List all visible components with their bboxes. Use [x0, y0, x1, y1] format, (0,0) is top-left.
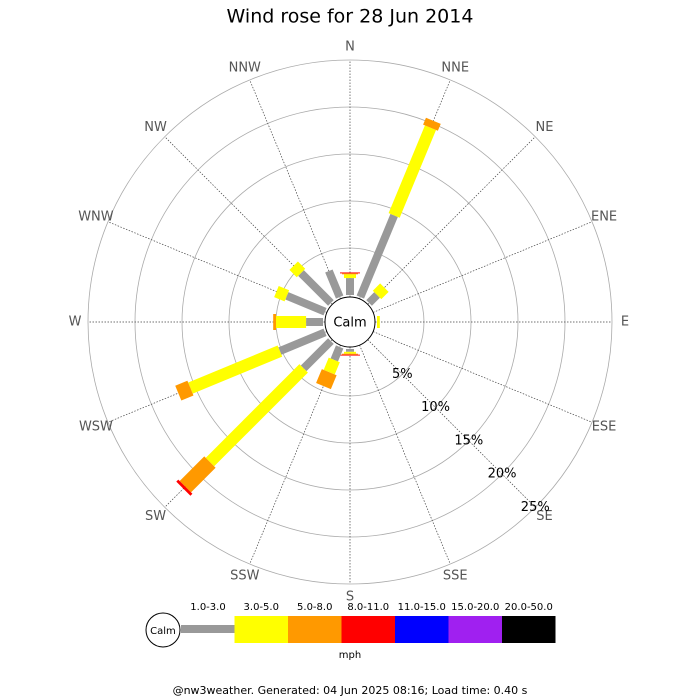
grid-ring [181, 153, 519, 491]
direction-label: ESE [592, 420, 617, 435]
bar-segment [306, 318, 323, 326]
bar-segment [346, 278, 354, 295]
legend-swatch [288, 616, 342, 643]
legend-swatch [234, 616, 288, 643]
r-tick-label: 10% [421, 400, 450, 415]
spoke [372, 331, 593, 423]
legend-swatch [181, 625, 235, 633]
legend-calm-label: Calm [150, 626, 176, 637]
bar-segment [179, 456, 216, 493]
legend-swatch [341, 616, 395, 643]
bar-segment [344, 351, 356, 354]
r-tick-label: 25% [521, 500, 550, 515]
direction-label: SSW [230, 569, 260, 584]
direction-label: W [69, 315, 82, 330]
legend-title: mph [339, 650, 361, 661]
r-tick-label: 20% [488, 467, 517, 482]
bar-segment [276, 316, 307, 328]
bar-segment [188, 345, 283, 394]
legend-swatch [395, 616, 449, 643]
bar-segment [342, 353, 358, 355]
direction-label: NNE [441, 60, 469, 75]
direction-label: SE [536, 509, 552, 524]
chart-title: Wind rose for 28 Jun 2014 [227, 6, 474, 28]
direction-label: NNW [229, 60, 261, 75]
direction-label: N [345, 40, 355, 55]
spoke [359, 344, 451, 565]
bar-segment [274, 285, 290, 302]
direction-label: WNW [78, 209, 114, 224]
legend-label: 3.0-5.0 [244, 602, 279, 613]
spoke [367, 339, 536, 508]
bar-segment [356, 213, 398, 299]
bar-segment [285, 292, 327, 316]
bar-segment [340, 272, 360, 274]
bar-segment [300, 338, 334, 372]
legend-label: 11.0-15.0 [398, 602, 446, 613]
legend-swatch [448, 616, 502, 643]
direction-label: SW [145, 509, 166, 524]
bar-segment [423, 117, 441, 131]
bar-segment [342, 273, 358, 275]
legend-label: 8.0-11.0 [347, 602, 389, 613]
legend-swatch [502, 616, 556, 643]
bar-segment [340, 354, 360, 356]
direction-label: ENE [591, 209, 617, 224]
spoke [249, 79, 341, 300]
bar-segment [273, 314, 276, 330]
bar-segment [388, 125, 437, 218]
legend-label: 20.0-50.0 [505, 602, 553, 613]
r-tick-label: 5% [392, 367, 413, 382]
bar-segment [289, 261, 306, 278]
bar-segment [372, 283, 389, 300]
bar-segment [205, 364, 308, 467]
spoke [367, 136, 536, 305]
direction-label: SSE [443, 569, 468, 584]
direction-label: S [346, 590, 354, 605]
bar-segment [366, 292, 380, 306]
r-tick-label: 15% [454, 433, 483, 448]
spoke [372, 221, 593, 313]
bar-segment [298, 270, 334, 306]
calm-circle [324, 296, 376, 348]
legend-calm-circle [145, 612, 181, 648]
bar-segment [344, 274, 356, 279]
bar-segment [325, 269, 344, 299]
legend-label: 1.0-3.0 [190, 602, 225, 613]
direction-label: NW [144, 120, 167, 135]
footer: @nw3weather. Generated: 04 Jun 2025 08:1… [173, 684, 528, 697]
legend-label: 15.0-20.0 [451, 602, 499, 613]
direction-label: WSW [79, 420, 113, 435]
direction-label: NE [535, 120, 553, 135]
bar-segment [377, 316, 380, 328]
bar-segment [176, 479, 193, 496]
grid-ring [87, 59, 613, 585]
direction-label: E [621, 315, 629, 330]
bar-segment [316, 369, 337, 390]
bar-segment [175, 380, 194, 401]
bar-segment [278, 328, 327, 355]
calm-label: Calm [333, 316, 366, 331]
legend-label: 5.0-8.0 [297, 602, 332, 613]
bar-segment [323, 357, 340, 375]
bar-segment [346, 349, 354, 352]
bar-segment [330, 345, 344, 362]
